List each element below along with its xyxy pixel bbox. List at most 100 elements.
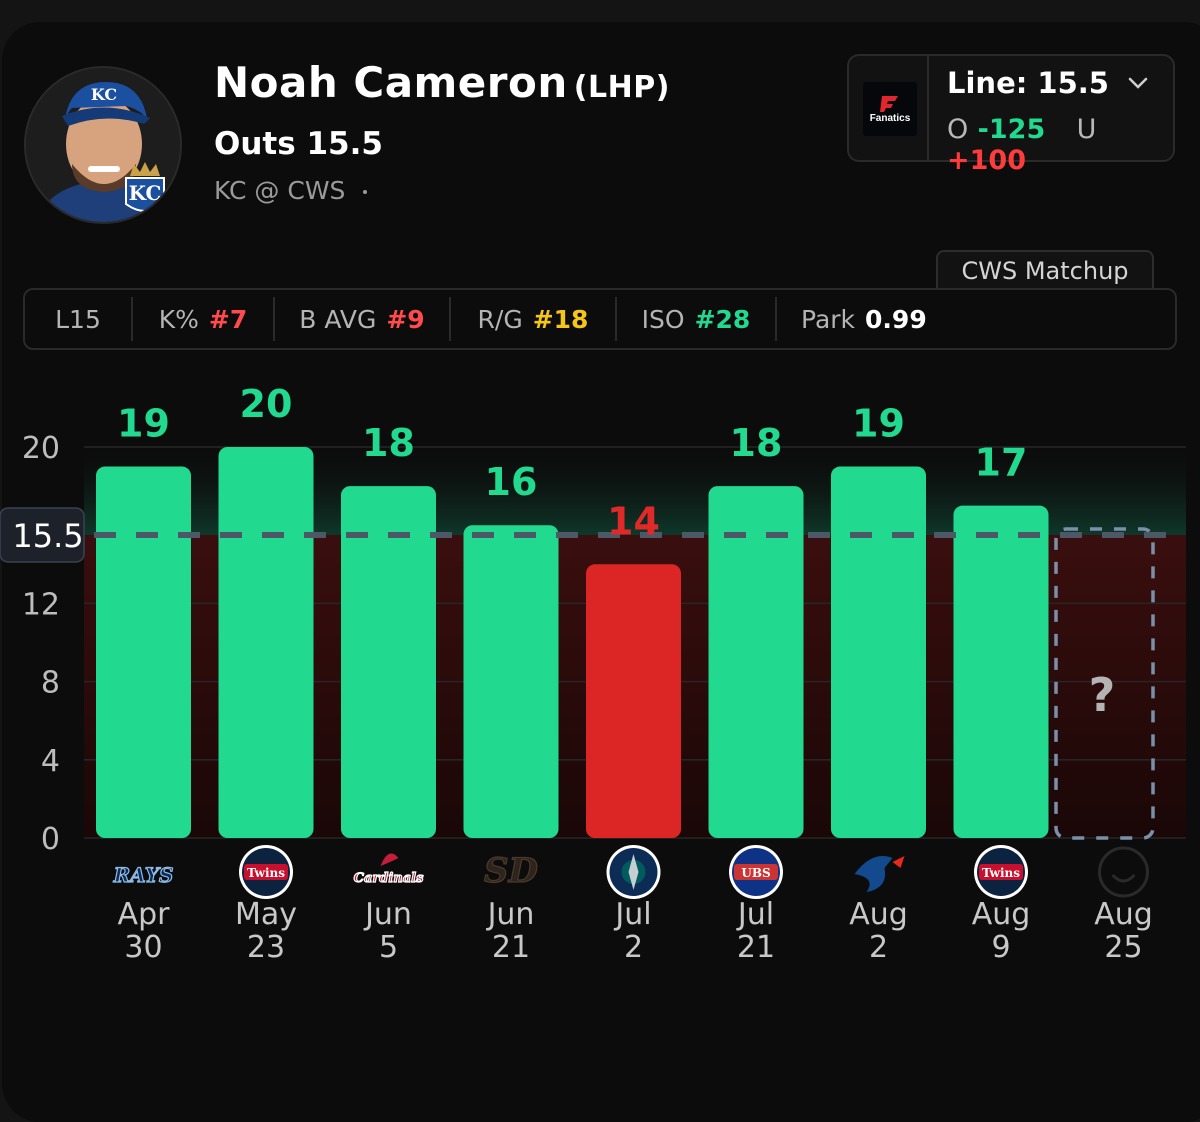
outs-bar-chart: 15.5 19 20 18 16 14 18 19 17? 0 4 8 12 20 RAYS Twins… [0,382,1186,899]
team-badge-text: KC [129,181,162,205]
stat-k-pct: K% #7 [133,297,275,341]
x-date-day: 23 [246,930,286,965]
stat-value: #18 [532,304,589,334]
x-date-label: Jul 2 [579,898,689,964]
x-date-label: Apr 30 [89,898,199,964]
status-dot [363,190,368,194]
svg-text:SD: SD [484,851,539,891]
svg-text:Twins: Twins [247,866,285,880]
x-date-label: Jun 5 [334,898,444,964]
x-date-label: Aug 25 [1069,898,1179,964]
x-date-day: 21 [736,930,776,965]
y-tick-label: 4 [41,744,60,779]
x-date-month: May [234,897,298,932]
stat-label: K% [158,304,199,334]
svg-text:Twins: Twins [982,866,1020,880]
stat-park: Park 0.99 [777,297,1101,341]
x-date-month: Jun [487,897,535,932]
x-date-month: Apr [117,897,170,932]
stat-label: Park [801,304,856,334]
line-box-divider [927,56,929,160]
padres-logo-icon: SD [483,850,539,891]
stat-l15[interactable]: L15 [25,297,133,341]
cardinals-logo-icon: Cardinals [353,853,425,887]
twins-logo-icon: Twins [974,845,1028,899]
line-label: Line: 15.5 [947,66,1109,100]
stat-b-avg: B AVG #9 [275,297,451,341]
stat-value: 0.99 [865,304,927,334]
x-date-month: Aug [849,897,908,932]
player-avatar: KC KC [24,66,182,224]
odds-row: O -125 U +100 [947,114,1173,176]
svg-text:UBS: UBS [741,866,770,880]
x-date-month: Aug [1094,897,1153,932]
fanatics-flag-icon [880,95,898,112]
bar [831,466,926,838]
bar-value-label: 14 [607,499,660,543]
player-name-text: Noah Cameron [214,58,568,107]
stat-iso: ISO #28 [617,297,777,341]
x-date-day: 21 [491,930,531,965]
y-tick-label: 12 [22,587,60,622]
x-date-month: Jul [737,897,775,932]
line-selector[interactable]: Fanatics Line: 15.5 O -125 U +100 [847,54,1175,176]
player-position: (LHP) [573,70,670,105]
game-matchup: KC @ CWS [214,176,368,205]
upcoming-question-mark: ? [1089,668,1116,722]
cubs-logo-icon: UBS [729,845,783,899]
bar [463,525,559,838]
y-tick-label: 0 [41,822,60,857]
y-tick-label: 8 [41,666,60,701]
stat-label: B AVG [299,304,377,334]
y-tick-label: 20 [22,431,60,466]
x-date-day: 30 [124,930,163,965]
over-odds: -125 [977,114,1046,145]
bar-upcoming [1054,527,1155,840]
sportsbook-name: Fanatics [869,112,911,124]
bar [953,505,1049,838]
bar [341,486,436,838]
stat-label: R/G [477,304,523,334]
game-matchup-text: KC @ CWS [214,176,346,205]
svg-text:KC: KC [91,85,117,104]
x-date-label: Jul 21 [701,898,811,964]
mariners-logo-icon [606,845,661,899]
sportsbook-logo: Fanatics [863,82,917,136]
tab-cws-matchup[interactable]: CWS Matchup [936,250,1154,290]
prop-line-badge [0,507,85,563]
chevron-down-icon[interactable] [1127,76,1149,90]
under-tag: U [1076,114,1097,145]
stats-bar: L15 K% #7 B AVG #9 R/G #18 ISO #28 Park 0.99 [23,288,1177,350]
x-date-day: 2 [868,930,889,965]
stat-value: #28 [694,304,751,334]
svg-text:Cardinals: Cardinals [354,871,424,886]
stat-value: #9 [386,304,425,334]
prop-title: Outs 15.5 [214,126,383,162]
stat-label: ISO [641,304,685,334]
bar-value-label: 16 [485,460,538,504]
stat-value: #7 [208,304,248,334]
bar-value-label: 18 [362,421,415,465]
opponent-unknown-icon [1098,846,1149,898]
stat-label: L15 [55,304,101,334]
bar-value-label: 19 [117,402,170,446]
x-date-day: 5 [378,930,399,965]
bar-value-label: 17 [975,441,1028,485]
player-name: Noah Cameron (LHP) [214,58,670,107]
x-date-label: May 23 [211,898,321,964]
x-date-day: 25 [1104,930,1143,965]
stat-r-g: R/G #18 [451,297,617,341]
over-tag: O [947,114,969,145]
x-date-label: Aug 9 [946,898,1056,964]
x-date-day: 9 [991,930,1011,965]
x-date-label: Jun 21 [456,898,566,964]
bar [96,466,191,838]
x-date-label: Aug 2 [824,898,934,964]
twins-logo-icon: Twins [239,845,293,899]
x-date-day: 2 [623,930,644,965]
svg-text:RAYS: RAYS [113,863,174,887]
bar [218,447,314,838]
bar [586,564,681,838]
rays-logo-icon: RAYS [112,862,174,887]
bar-value-label: 19 [852,402,905,446]
